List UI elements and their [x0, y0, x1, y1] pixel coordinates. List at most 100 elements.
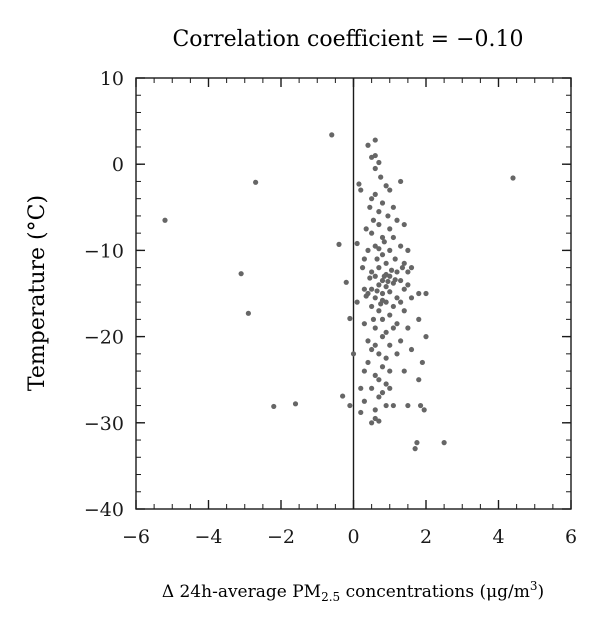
data-point — [381, 239, 387, 245]
x-tick-label: −2 — [267, 526, 295, 548]
x-tick-label: −4 — [194, 526, 222, 548]
data-point — [367, 204, 373, 210]
data-point — [292, 401, 299, 407]
data-point — [369, 196, 375, 202]
y-tick-label: −20 — [84, 327, 124, 349]
data-point — [372, 372, 378, 378]
x-tick-label: −6 — [122, 526, 150, 548]
data-point — [379, 364, 386, 370]
data-point — [347, 315, 353, 322]
data-point — [390, 325, 396, 331]
data-point — [398, 178, 404, 185]
data-point — [390, 303, 396, 310]
data-point — [350, 351, 357, 357]
data-point — [343, 279, 349, 285]
y-tick-labels: 10 0 −10 −20 −30 −40 — [84, 68, 124, 521]
data-point — [416, 377, 422, 383]
data-point — [245, 310, 251, 316]
data-point — [376, 221, 382, 228]
data-point — [369, 286, 375, 292]
data-point — [394, 269, 400, 275]
data-point — [408, 295, 415, 301]
data-point — [372, 415, 378, 422]
data-point — [394, 217, 400, 223]
x-tick-labels: −6 −4 −2 0 2 4 6 — [122, 526, 577, 548]
data-point — [372, 191, 378, 197]
data-point — [361, 368, 367, 374]
data-point — [372, 325, 378, 331]
data-point — [398, 338, 404, 344]
data-point — [387, 289, 393, 295]
x-tick-label: 0 — [347, 526, 359, 548]
data-point — [356, 181, 362, 187]
data-point — [394, 321, 400, 327]
data-point — [394, 295, 400, 301]
y-axis-label: Temperature (°C) — [25, 195, 50, 391]
data-point — [359, 265, 366, 271]
data-point — [365, 142, 371, 148]
y-tick-label: −40 — [84, 499, 124, 521]
data-point — [379, 297, 386, 303]
data-point — [392, 277, 398, 283]
data-point — [358, 409, 364, 416]
data-point — [376, 209, 382, 215]
y-tick-label: −30 — [84, 413, 124, 435]
data-point — [372, 137, 378, 143]
data-point — [363, 293, 369, 299]
data-point — [398, 277, 404, 284]
x-tick-label: 2 — [420, 526, 432, 548]
data-point — [378, 174, 384, 180]
data-point — [369, 303, 375, 310]
data-point — [369, 420, 375, 426]
x-tick-label: 4 — [492, 526, 504, 548]
y-tick-label: −10 — [84, 240, 124, 262]
data-point — [383, 355, 389, 361]
data-point — [376, 308, 382, 314]
data-point — [387, 342, 393, 348]
data-point — [399, 265, 406, 271]
data-point — [379, 316, 386, 322]
data-point — [408, 265, 415, 271]
data-point — [329, 132, 335, 138]
data-point — [372, 243, 378, 249]
data-point — [379, 390, 386, 396]
data-point — [401, 286, 407, 292]
data-point — [238, 271, 244, 277]
data-point — [387, 187, 393, 193]
data-point — [336, 241, 342, 247]
data-point — [390, 402, 396, 409]
data-point — [414, 440, 420, 446]
data-point — [374, 288, 380, 294]
data-point — [372, 165, 378, 172]
data-point — [405, 247, 411, 253]
data-point — [387, 368, 393, 374]
data-point — [372, 273, 378, 279]
data-point — [421, 407, 427, 413]
data-point — [387, 273, 393, 279]
y-tick-label: 10 — [100, 68, 124, 90]
data-point — [162, 217, 168, 223]
data-point — [417, 402, 424, 409]
data-point — [412, 446, 418, 452]
data-point — [372, 295, 378, 301]
x-tick-label: 6 — [565, 526, 577, 548]
data-point — [392, 256, 398, 262]
data-point — [358, 385, 364, 391]
data-point — [370, 217, 377, 223]
data-point — [416, 316, 422, 322]
data-point — [416, 290, 422, 297]
data-point — [369, 230, 375, 236]
data-point — [365, 359, 371, 366]
data-point — [379, 234, 386, 241]
data-point — [376, 351, 382, 357]
data-point — [376, 377, 382, 383]
data-point — [408, 346, 415, 353]
data-point — [398, 299, 404, 305]
data-point — [363, 226, 369, 232]
x-axis-label-tail: concentrations (μg/m — [340, 582, 530, 602]
data-point — [376, 418, 382, 424]
data-point — [423, 290, 429, 297]
data-point — [387, 312, 393, 318]
data-point — [379, 252, 386, 258]
data-point — [347, 402, 353, 409]
